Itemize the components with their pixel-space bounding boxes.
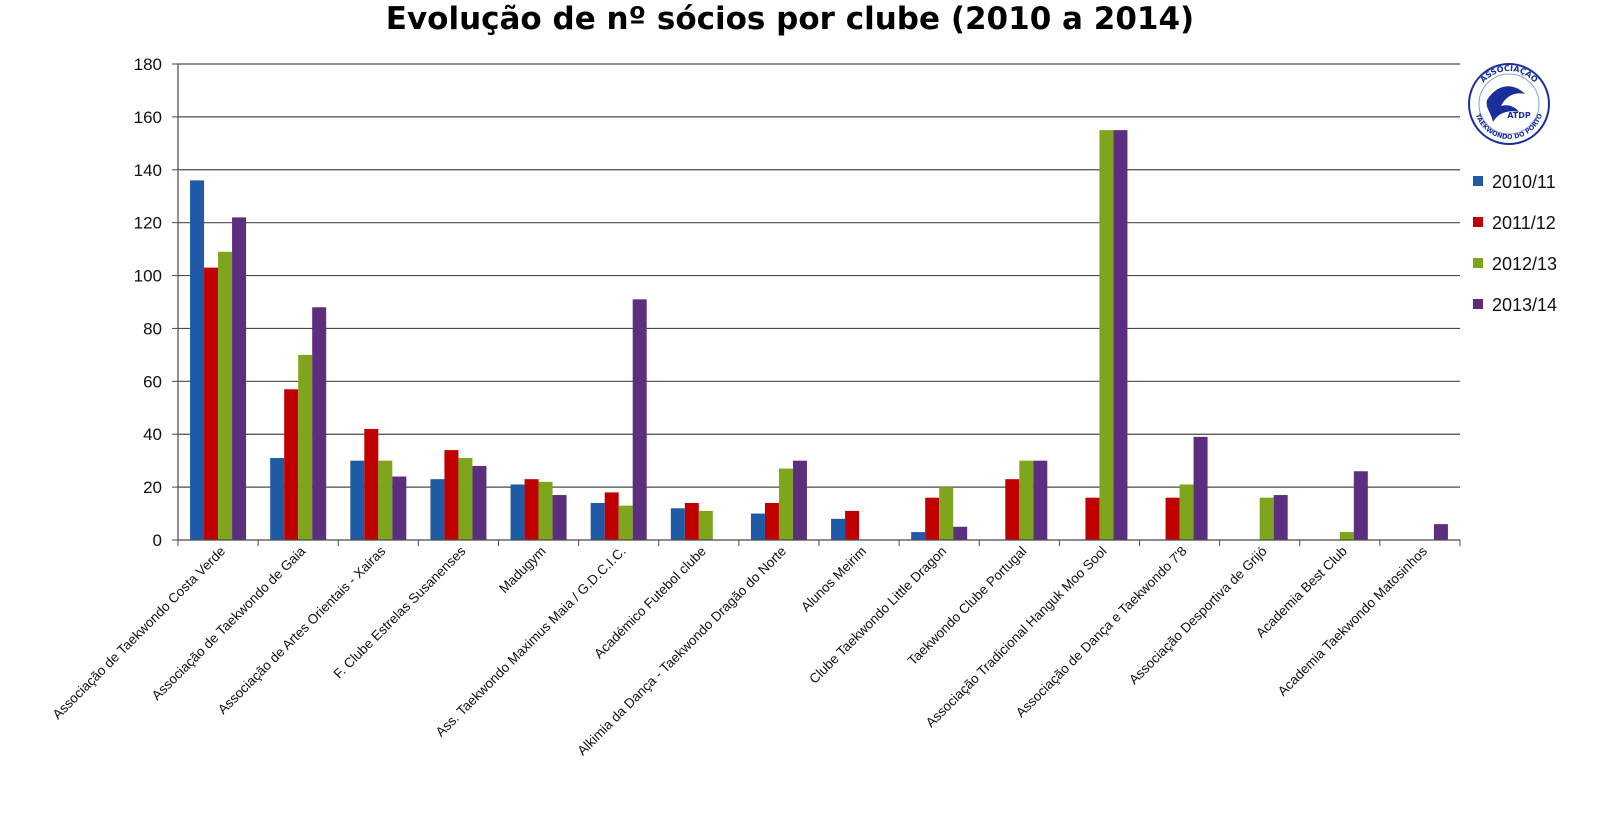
bar-2010-11-2 (350, 460, 365, 540)
category-label: Associação de Dança e Taekwondo 7'8 (1013, 544, 1190, 721)
bar-2012-13-10 (1019, 460, 1034, 540)
bar-2010-11-8 (831, 518, 846, 540)
atdp-logo: ATDP ASSOCIAÇÃO TAEKWONDO DO PORTO (1468, 63, 1550, 145)
bar-2011-12-1 (284, 389, 299, 540)
bar-2011-12-12 (1165, 497, 1180, 540)
bar-2013-14-7 (792, 460, 807, 540)
bar-2013-14-15 (1433, 524, 1448, 540)
category-label: Clube Taekwondo Little Dragon (806, 544, 949, 687)
bar-2010-11-7 (750, 513, 765, 540)
y-tick-label: 20 (143, 478, 162, 497)
y-tick-label: 120 (134, 214, 162, 233)
bar-2010-11-0 (190, 180, 205, 540)
bar-2013-14-0 (232, 217, 247, 540)
bar-2012-13-12 (1179, 484, 1194, 540)
bar-2012-13-3 (458, 458, 473, 540)
bar-2013-14-3 (472, 465, 487, 540)
bar-2013-14-10 (1033, 460, 1048, 540)
logo-kicker-icon (1486, 86, 1525, 123)
bar-2012-13-9 (939, 487, 954, 540)
bar-2012-13-5 (618, 505, 633, 540)
bar-2012-13-2 (378, 460, 393, 540)
category-label: Associação de Artes Orientais - Xairas (215, 543, 389, 717)
y-tick-label: 40 (143, 425, 162, 444)
y-tick-label: 0 (153, 531, 162, 550)
bar-2012-13-4 (538, 481, 553, 540)
bar-2011-12-6 (684, 502, 699, 540)
y-tick-label: 60 (143, 372, 162, 391)
category-label: Associação Tradicional Hanguk Moo Sool (923, 544, 1110, 731)
bar-2010-11-1 (270, 458, 285, 540)
bar-2013-14-1 (312, 307, 327, 540)
bar-2011-12-9 (925, 497, 940, 540)
bar-2011-12-8 (845, 510, 860, 540)
bar-2010-11-9 (911, 532, 926, 540)
category-label: Academia Best Club (1253, 544, 1350, 641)
logo-center-text: ATDP (1507, 111, 1531, 120)
y-tick-label: 180 (134, 55, 162, 74)
legend-label: 2010/11 (1492, 172, 1556, 192)
legend-label: 2012/13 (1492, 254, 1557, 274)
bar-2013-14-9 (953, 526, 968, 540)
tick-labels: 0 20 40 60 80 100 120 140 160 180 Associação de Ta… (50, 55, 1431, 758)
bar-2013-14-2 (392, 476, 407, 540)
bar-2012-13-7 (778, 468, 793, 540)
bar-2013-14-11 (1113, 130, 1128, 540)
bar-2012-13-13 (1259, 497, 1274, 540)
bar-2012-13-11 (1099, 130, 1114, 540)
bar-2010-11-3 (430, 479, 445, 540)
bar-2011-12-11 (1085, 497, 1100, 540)
legend-label: 2013/14 (1492, 295, 1557, 315)
y-tick-label: 160 (134, 108, 162, 127)
bar-2011-12-2 (364, 428, 379, 540)
y-tick-label: 100 (134, 267, 162, 286)
bar-2012-13-0 (218, 251, 233, 540)
bars (190, 130, 1448, 540)
bar-2011-12-10 (1005, 479, 1020, 540)
chart-title: Evolução de nº sócios por clube (2010 a … (386, 1, 1194, 37)
legend-swatch (1473, 299, 1483, 309)
category-label: Associação de Taekwondo de Gaia (149, 543, 309, 703)
legend: 2010/11 2011/12 2012/13 2013/14 (1473, 172, 1557, 315)
axes (172, 63, 1461, 546)
bar-2012-13-1 (298, 354, 313, 540)
legend-swatch (1473, 217, 1483, 227)
y-tick-label: 80 (143, 319, 162, 338)
category-label: Madugym (496, 544, 549, 597)
bar-2010-11-6 (670, 508, 685, 540)
bar-2013-14-12 (1193, 436, 1208, 540)
bar-2012-13-14 (1339, 532, 1354, 540)
category-label: Academia Taekwondo Matosinhos (1275, 543, 1430, 698)
bar-2011-12-0 (204, 267, 219, 540)
legend-swatch (1473, 258, 1483, 268)
bar-2010-11-4 (510, 484, 525, 540)
legend-label: 2011/12 (1492, 213, 1556, 233)
bar-2010-11-5 (590, 502, 605, 540)
bar-2013-14-5 (632, 299, 647, 540)
gridlines (178, 63, 1460, 488)
bar-2011-12-5 (604, 492, 619, 540)
category-label: Alunos Meirim (798, 544, 869, 615)
bar-2013-14-14 (1353, 471, 1368, 540)
bar-2013-14-4 (552, 495, 567, 540)
bar-2011-12-3 (444, 450, 459, 540)
legend-swatch (1473, 176, 1483, 186)
bar-2012-13-6 (698, 510, 713, 540)
bar-2011-12-7 (764, 502, 779, 540)
category-label: F. Clube Estrelas Susanenses (331, 543, 469, 681)
category-label: Associação de Taekwondo Costa Verde (50, 544, 229, 723)
bar-2013-14-13 (1273, 495, 1288, 540)
category-label: Associação Desportiva de Grijó (1126, 544, 1270, 688)
bar-2011-12-4 (524, 479, 539, 540)
y-tick-label: 140 (134, 161, 162, 180)
